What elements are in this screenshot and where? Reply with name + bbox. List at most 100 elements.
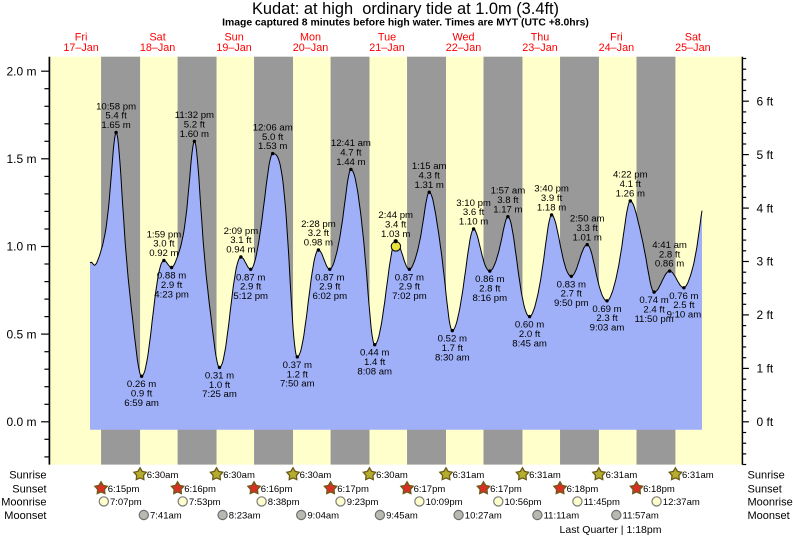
svg-text:4:23 pm: 4:23 pm [154,289,189,300]
svg-text:0.87 m: 0.87 m [315,272,344,283]
svg-text:0 ft: 0 ft [757,415,774,429]
svg-text:7:02 pm: 7:02 pm [392,291,427,302]
svg-text:2:28 pm: 2:28 pm [301,219,336,230]
svg-text:7:53pm: 7:53pm [189,497,221,508]
svg-text:Sun: Sun [224,31,243,43]
svg-text:11:32 pm: 11:32 pm [175,110,214,121]
svg-text:6:16pm: 6:16pm [184,484,216,495]
svg-text:10:56pm: 10:56pm [505,497,542,508]
svg-text:2.0 ft: 2.0 ft [519,329,541,340]
svg-text:7:25 am: 7:25 am [202,389,237,400]
svg-text:1.0 ft: 1.0 ft [209,380,231,391]
svg-text:3:10 pm: 3:10 pm [456,198,491,209]
svg-text:6:30am: 6:30am [147,470,179,481]
svg-text:3.4 ft: 3.4 ft [385,219,407,230]
svg-text:2.8 ft: 2.8 ft [479,284,501,295]
svg-text:2.0 m: 2.0 m [6,64,36,78]
svg-text:1:15 am: 1:15 am [412,161,447,172]
svg-text:2:50 am: 2:50 am [570,214,605,225]
svg-text:4.7 ft: 4.7 ft [340,148,362,159]
svg-text:1.18 m: 1.18 m [537,203,566,214]
svg-text:0.87 m: 0.87 m [236,272,265,283]
svg-text:6:31am: 6:31am [453,470,485,481]
svg-text:Sunset: Sunset [12,483,46,495]
svg-text:0.87 m: 0.87 m [395,272,424,283]
svg-text:Fri: Fri [610,31,623,43]
svg-text:5 ft: 5 ft [757,148,774,162]
svg-text:6:02 pm: 6:02 pm [312,291,347,302]
svg-text:Sunrise: Sunrise [748,469,785,481]
svg-text:4 ft: 4 ft [757,201,774,215]
svg-text:2 ft: 2 ft [757,308,774,322]
svg-text:2.4 ft: 2.4 ft [643,305,665,316]
svg-text:20–Jan: 20–Jan [293,42,328,54]
svg-text:11:45pm: 11:45pm [584,497,620,508]
svg-text:Tue: Tue [378,31,396,43]
svg-text:1.03 m: 1.03 m [381,229,410,240]
svg-text:Image captured 8 minutes befor: Image captured 8 minutes before high wat… [222,17,589,28]
svg-text:3.2 ft: 3.2 ft [308,228,330,239]
svg-text:0.86 m: 0.86 m [475,274,504,285]
svg-text:6:18pm: 6:18pm [567,484,599,495]
svg-text:0.5 m: 0.5 m [6,327,36,341]
svg-text:0.60 m: 0.60 m [515,320,544,331]
svg-text:0.86 m: 0.86 m [655,259,684,270]
svg-text:1.0 m: 1.0 m [6,240,36,254]
svg-text:2.9 ft: 2.9 ft [240,282,262,293]
svg-text:6:31am: 6:31am [682,470,714,481]
svg-text:12:37am: 12:37am [663,497,700,508]
svg-text:7:50 am: 7:50 am [280,379,315,390]
svg-text:2.9 ft: 2.9 ft [399,282,421,293]
svg-text:1:59 pm: 1:59 pm [147,229,182,240]
svg-text:4:41 am: 4:41 am [652,240,687,251]
svg-text:6:59 am: 6:59 am [124,398,159,409]
svg-text:3.1 ft: 3.1 ft [230,235,252,246]
svg-text:Moonset: Moonset [4,510,46,522]
svg-text:12:06 am: 12:06 am [253,122,293,133]
svg-text:8:30 am: 8:30 am [435,352,470,363]
svg-text:Moonrise: Moonrise [748,496,793,508]
svg-text:Wed: Wed [452,31,474,43]
svg-text:3:40 pm: 3:40 pm [534,184,569,195]
svg-text:Sunset: Sunset [748,483,782,495]
svg-text:6:30am: 6:30am [300,470,332,481]
svg-text:Kudat: at high ordinary tide: Kudat: at high ordinary tide at 1.0m (3.… [252,0,559,18]
svg-text:1.7 ft: 1.7 ft [442,343,464,354]
svg-text:21–Jan: 21–Jan [369,42,404,54]
svg-text:1.26 m: 1.26 m [616,189,645,200]
svg-text:Sunrise: Sunrise [9,469,46,481]
svg-text:4.3 ft: 4.3 ft [419,170,441,181]
svg-text:Moonset: Moonset [748,510,790,522]
svg-text:8:38pm: 8:38pm [268,497,300,508]
svg-text:6 ft: 6 ft [757,94,774,108]
svg-text:0.76 m: 0.76 m [669,291,698,302]
svg-text:1.17 m: 1.17 m [493,204,522,215]
svg-text:6:17pm: 6:17pm [414,484,446,495]
svg-text:0.9 ft: 0.9 ft [131,389,153,400]
svg-text:6:30am: 6:30am [223,470,255,481]
svg-text:5.4 ft: 5.4 ft [105,111,127,122]
svg-text:2.3 ft: 2.3 ft [596,313,618,324]
svg-text:0.37 m: 0.37 m [283,360,312,371]
svg-text:0.0 m: 0.0 m [6,415,36,429]
svg-text:7:41am: 7:41am [150,511,182,522]
svg-text:1.53 m: 1.53 m [258,141,287,152]
svg-text:9:23pm: 9:23pm [347,497,379,508]
svg-text:3.6 ft: 3.6 ft [463,207,485,218]
svg-text:7:07pm: 7:07pm [110,497,142,508]
svg-text:0.83 m: 0.83 m [557,279,586,290]
svg-text:6:16pm: 6:16pm [261,484,293,495]
svg-text:19–Jan: 19–Jan [216,42,251,54]
svg-text:0.52 m: 0.52 m [438,334,467,345]
svg-text:0.98 m: 0.98 m [304,238,333,249]
svg-text:0.94 m: 0.94 m [226,245,255,256]
svg-text:1.31 m: 1.31 m [415,180,444,191]
svg-text:10:58 pm: 10:58 pm [96,101,136,112]
svg-text:9:45am: 9:45am [386,511,418,522]
svg-text:4:22 pm: 4:22 pm [613,170,648,181]
svg-text:5:12 pm: 5:12 pm [233,291,268,302]
svg-text:1.65 m: 1.65 m [101,120,130,131]
svg-text:0.69 m: 0.69 m [592,304,621,315]
svg-text:Mon: Mon [300,31,321,43]
svg-text:2:09 pm: 2:09 pm [224,226,259,237]
